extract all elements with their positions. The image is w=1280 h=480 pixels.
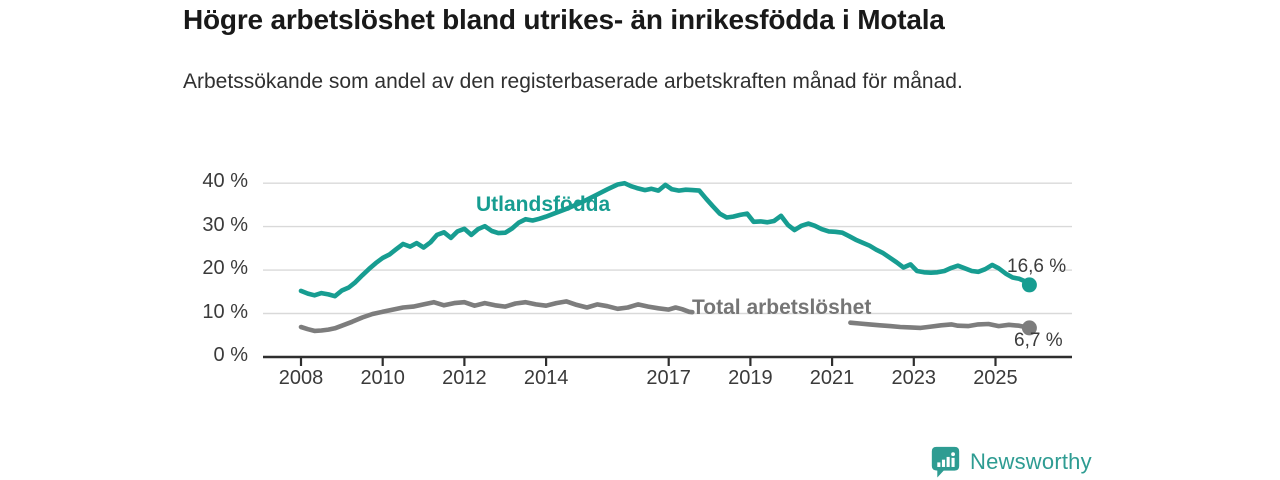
x-axis-tick-label: 2008: [278, 367, 324, 389]
x-axis-tick-label: 2021: [809, 367, 855, 389]
brand-name: Newsworthy: [970, 448, 1092, 474]
y-axis-tick-label: 30 %: [202, 213, 248, 236]
chart-title: Högre arbetslöshet bland utrikes- än inr…: [183, 4, 945, 35]
x-axis-tick-label: 2017: [646, 367, 691, 389]
series-label-total-arbetsloshet: Total arbetslöshet: [692, 296, 872, 319]
newsworthy-logo-icon: [931, 446, 960, 478]
series-label-utlandsfodda: Utlandsfödda: [476, 193, 611, 216]
y-axis-tick-labels: 0 % 10 % 20 % 30 % 40 %: [150, 0, 248, 480]
y-axis-tick-label: 40 %: [202, 170, 248, 193]
brand-footer: Newsworthy: [930, 445, 1092, 478]
x-axis-tick-label: 2014: [523, 367, 569, 389]
x-axis-tick-label: 2019: [728, 367, 773, 389]
y-axis-tick-label: 0 %: [213, 344, 248, 366]
x-axis-tick-label: 2010: [360, 367, 405, 389]
y-axis-tick-label: 10 %: [202, 300, 248, 323]
end-value-label-utlandsfodda: 16,6 %: [1007, 256, 1067, 277]
x-axis-tick-label: 2023: [891, 367, 937, 389]
chart-subtitle: Arbetssökande som andel av den registerb…: [183, 70, 963, 93]
x-axis-tick-label: 2025: [973, 367, 1018, 389]
end-value-label-total-arbetsloshet: 6,7 %: [1014, 330, 1063, 351]
y-axis-tick-label: 20 %: [202, 257, 248, 280]
x-axis-tick-label: 2012: [442, 367, 487, 389]
